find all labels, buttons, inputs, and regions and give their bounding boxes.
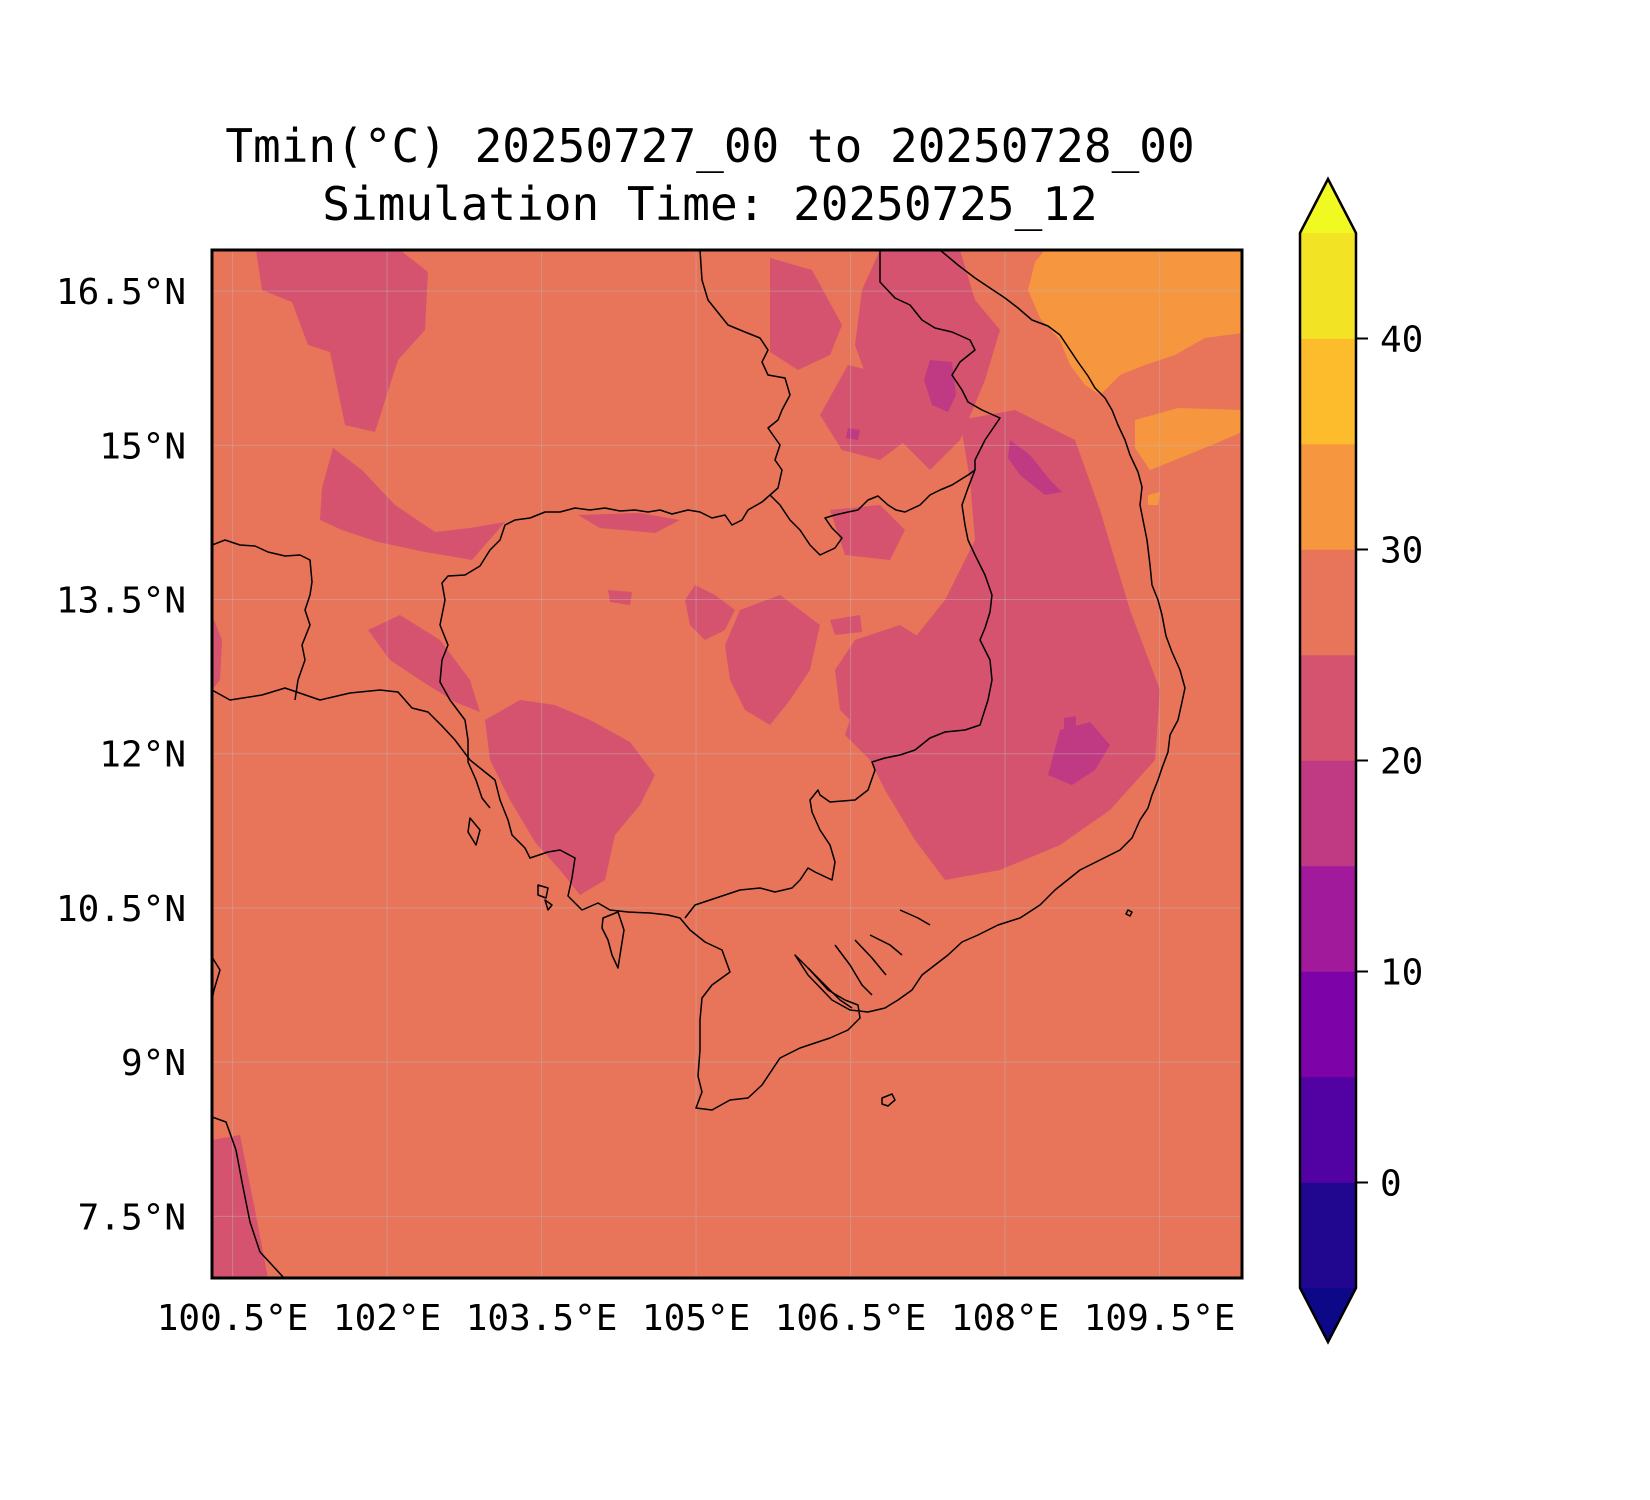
lon-tick-label: 105°E bbox=[642, 1298, 750, 1339]
lon-tick-label: 106.5°E bbox=[775, 1298, 927, 1339]
lon-tick-label: 109.5°E bbox=[1084, 1298, 1236, 1339]
tmin-band-20-25 bbox=[212, 250, 1160, 1278]
colorbar-segment bbox=[1299, 1076, 1357, 1183]
lat-tick-label: 15°N bbox=[99, 426, 186, 467]
colorbar-segment bbox=[1299, 865, 1357, 972]
colorbar-segment bbox=[1299, 971, 1357, 1078]
colorbar-segment bbox=[1299, 654, 1357, 761]
lat-tick-label: 10.5°N bbox=[56, 889, 186, 930]
colorbar-extend-min bbox=[1300, 1288, 1356, 1342]
lon-tick-label: 100.5°E bbox=[157, 1298, 309, 1339]
colorbar: 0 10 20 30 40 bbox=[1298, 176, 1423, 1345]
coastline-malay-peninsula bbox=[212, 1116, 285, 1278]
colorbar-segment bbox=[1299, 1182, 1357, 1289]
colorbar-segment bbox=[1299, 338, 1357, 445]
colorbar-outline bbox=[1298, 176, 1358, 1345]
island-koh-kong bbox=[467, 817, 481, 846]
border-laos-thailand bbox=[699, 250, 791, 496]
colorbar-tick-label: 30 bbox=[1380, 531, 1423, 572]
tmin-band-30-35 bbox=[1028, 250, 1242, 505]
border-thailand-cambodia bbox=[212, 539, 313, 701]
colorbar-segment bbox=[1299, 760, 1357, 867]
lat-tick-label: 13.5°N bbox=[56, 581, 186, 622]
mekong-channel-3 bbox=[854, 939, 887, 976]
colorbar-segment bbox=[1299, 443, 1357, 550]
colorbar-segment bbox=[1299, 549, 1357, 656]
map-subtitle: Simulation Time: 20250725_12 bbox=[322, 177, 1098, 231]
lon-tick-label: 108°E bbox=[951, 1298, 1059, 1339]
map-frame bbox=[210, 248, 1244, 1280]
colorbar-tick-label: 20 bbox=[1380, 742, 1423, 783]
island-small-1 bbox=[537, 884, 549, 899]
lat-tick-label: 16.5°N bbox=[56, 272, 186, 313]
lat-tick-label: 7.5°N bbox=[78, 1197, 186, 1238]
border-cambodia-vietnam bbox=[684, 469, 993, 919]
temperature-field bbox=[212, 250, 1242, 1278]
colorbar-tick-label: 10 bbox=[1380, 953, 1423, 994]
coastline-gulf-north bbox=[212, 250, 1186, 1111]
border-thailand-cambodia-2 bbox=[439, 494, 771, 809]
latitude-labels: 16.5°N 15°N 13.5°N 12°N 10.5°N 9°N 7.5°N bbox=[56, 272, 186, 1238]
lat-tick-label: 9°N bbox=[121, 1043, 186, 1084]
lon-tick-label: 102°E bbox=[333, 1298, 441, 1339]
colorbar-segment bbox=[1299, 232, 1357, 339]
colorbar-tick-label: 40 bbox=[1380, 320, 1423, 361]
island-small-2 bbox=[1125, 909, 1133, 917]
tmin-band-15-20 bbox=[846, 360, 1110, 785]
colorbar-extend-max bbox=[1300, 179, 1356, 233]
mekong-channel-2 bbox=[834, 944, 873, 996]
island-con-dao bbox=[881, 1093, 896, 1107]
mekong-channel-4 bbox=[869, 934, 903, 956]
border-cambodia-laos bbox=[769, 469, 976, 556]
border-laos-vietnam bbox=[879, 250, 1001, 470]
mekong-channel-5 bbox=[899, 909, 931, 926]
lat-tick-label: 12°N bbox=[99, 735, 186, 776]
colorbar-tick-label: 0 bbox=[1380, 1164, 1402, 1205]
island-small-3 bbox=[544, 899, 553, 911]
lon-tick-label: 103.5°E bbox=[466, 1298, 618, 1339]
island-phu-quoc bbox=[601, 911, 625, 969]
map-title: Tmin(°C) 20250727_00 to 20250728_00 bbox=[225, 119, 1195, 173]
longitude-labels: 100.5°E 102°E 103.5°E 105°E 106.5°E 108°E 109.… bbox=[157, 1298, 1236, 1339]
mekong-channel-1 bbox=[807, 967, 853, 1009]
coastlines-borders bbox=[212, 250, 1186, 1278]
